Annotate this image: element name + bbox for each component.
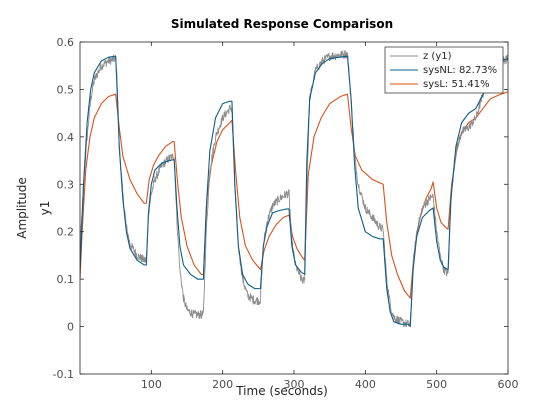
x-tick-label: 500	[426, 378, 447, 391]
y-tick-label: 0.6	[57, 36, 75, 49]
y-axis-title: Amplitude	[15, 177, 29, 239]
series-layer	[80, 50, 508, 328]
legend-label-z: z (y1)	[423, 51, 452, 62]
series-line-1	[80, 55, 508, 328]
y-tick-label: 0.3	[57, 178, 75, 191]
y-tick-label: 0.4	[57, 131, 75, 144]
x-tick-label: 100	[141, 378, 162, 391]
chart-title: Simulated Response Comparison	[171, 17, 393, 31]
y-output-label: y1	[38, 201, 52, 216]
x-tick-label: 200	[212, 378, 233, 391]
x-tick-label: 400	[355, 378, 376, 391]
legend-label-sysl: sysL: 51.41%	[423, 79, 490, 90]
legend: z (y1) sysNL: 82.73% sysL: 51.41%	[384, 46, 504, 94]
series-line-0	[80, 50, 508, 328]
x-tick-label: 300	[284, 378, 305, 391]
y-tick-label: 0.1	[57, 273, 75, 286]
y-tick-label: 0.2	[57, 226, 75, 239]
y-tick-label: 0.5	[57, 83, 75, 96]
series-line-2	[80, 91, 508, 299]
x-axis-title: Time (seconds)	[235, 384, 328, 398]
legend-label-sysnl: sysNL: 82.73%	[423, 65, 497, 76]
tick-layer: 100 200 300 400 500 600 -0.1 0 0.1 0.2 0.3 0.4 0.5 0.…	[53, 36, 519, 391]
y-tick-label: -0.1	[53, 368, 74, 381]
y-tick-label: 0	[67, 321, 74, 334]
x-tick-label: 600	[498, 378, 519, 391]
